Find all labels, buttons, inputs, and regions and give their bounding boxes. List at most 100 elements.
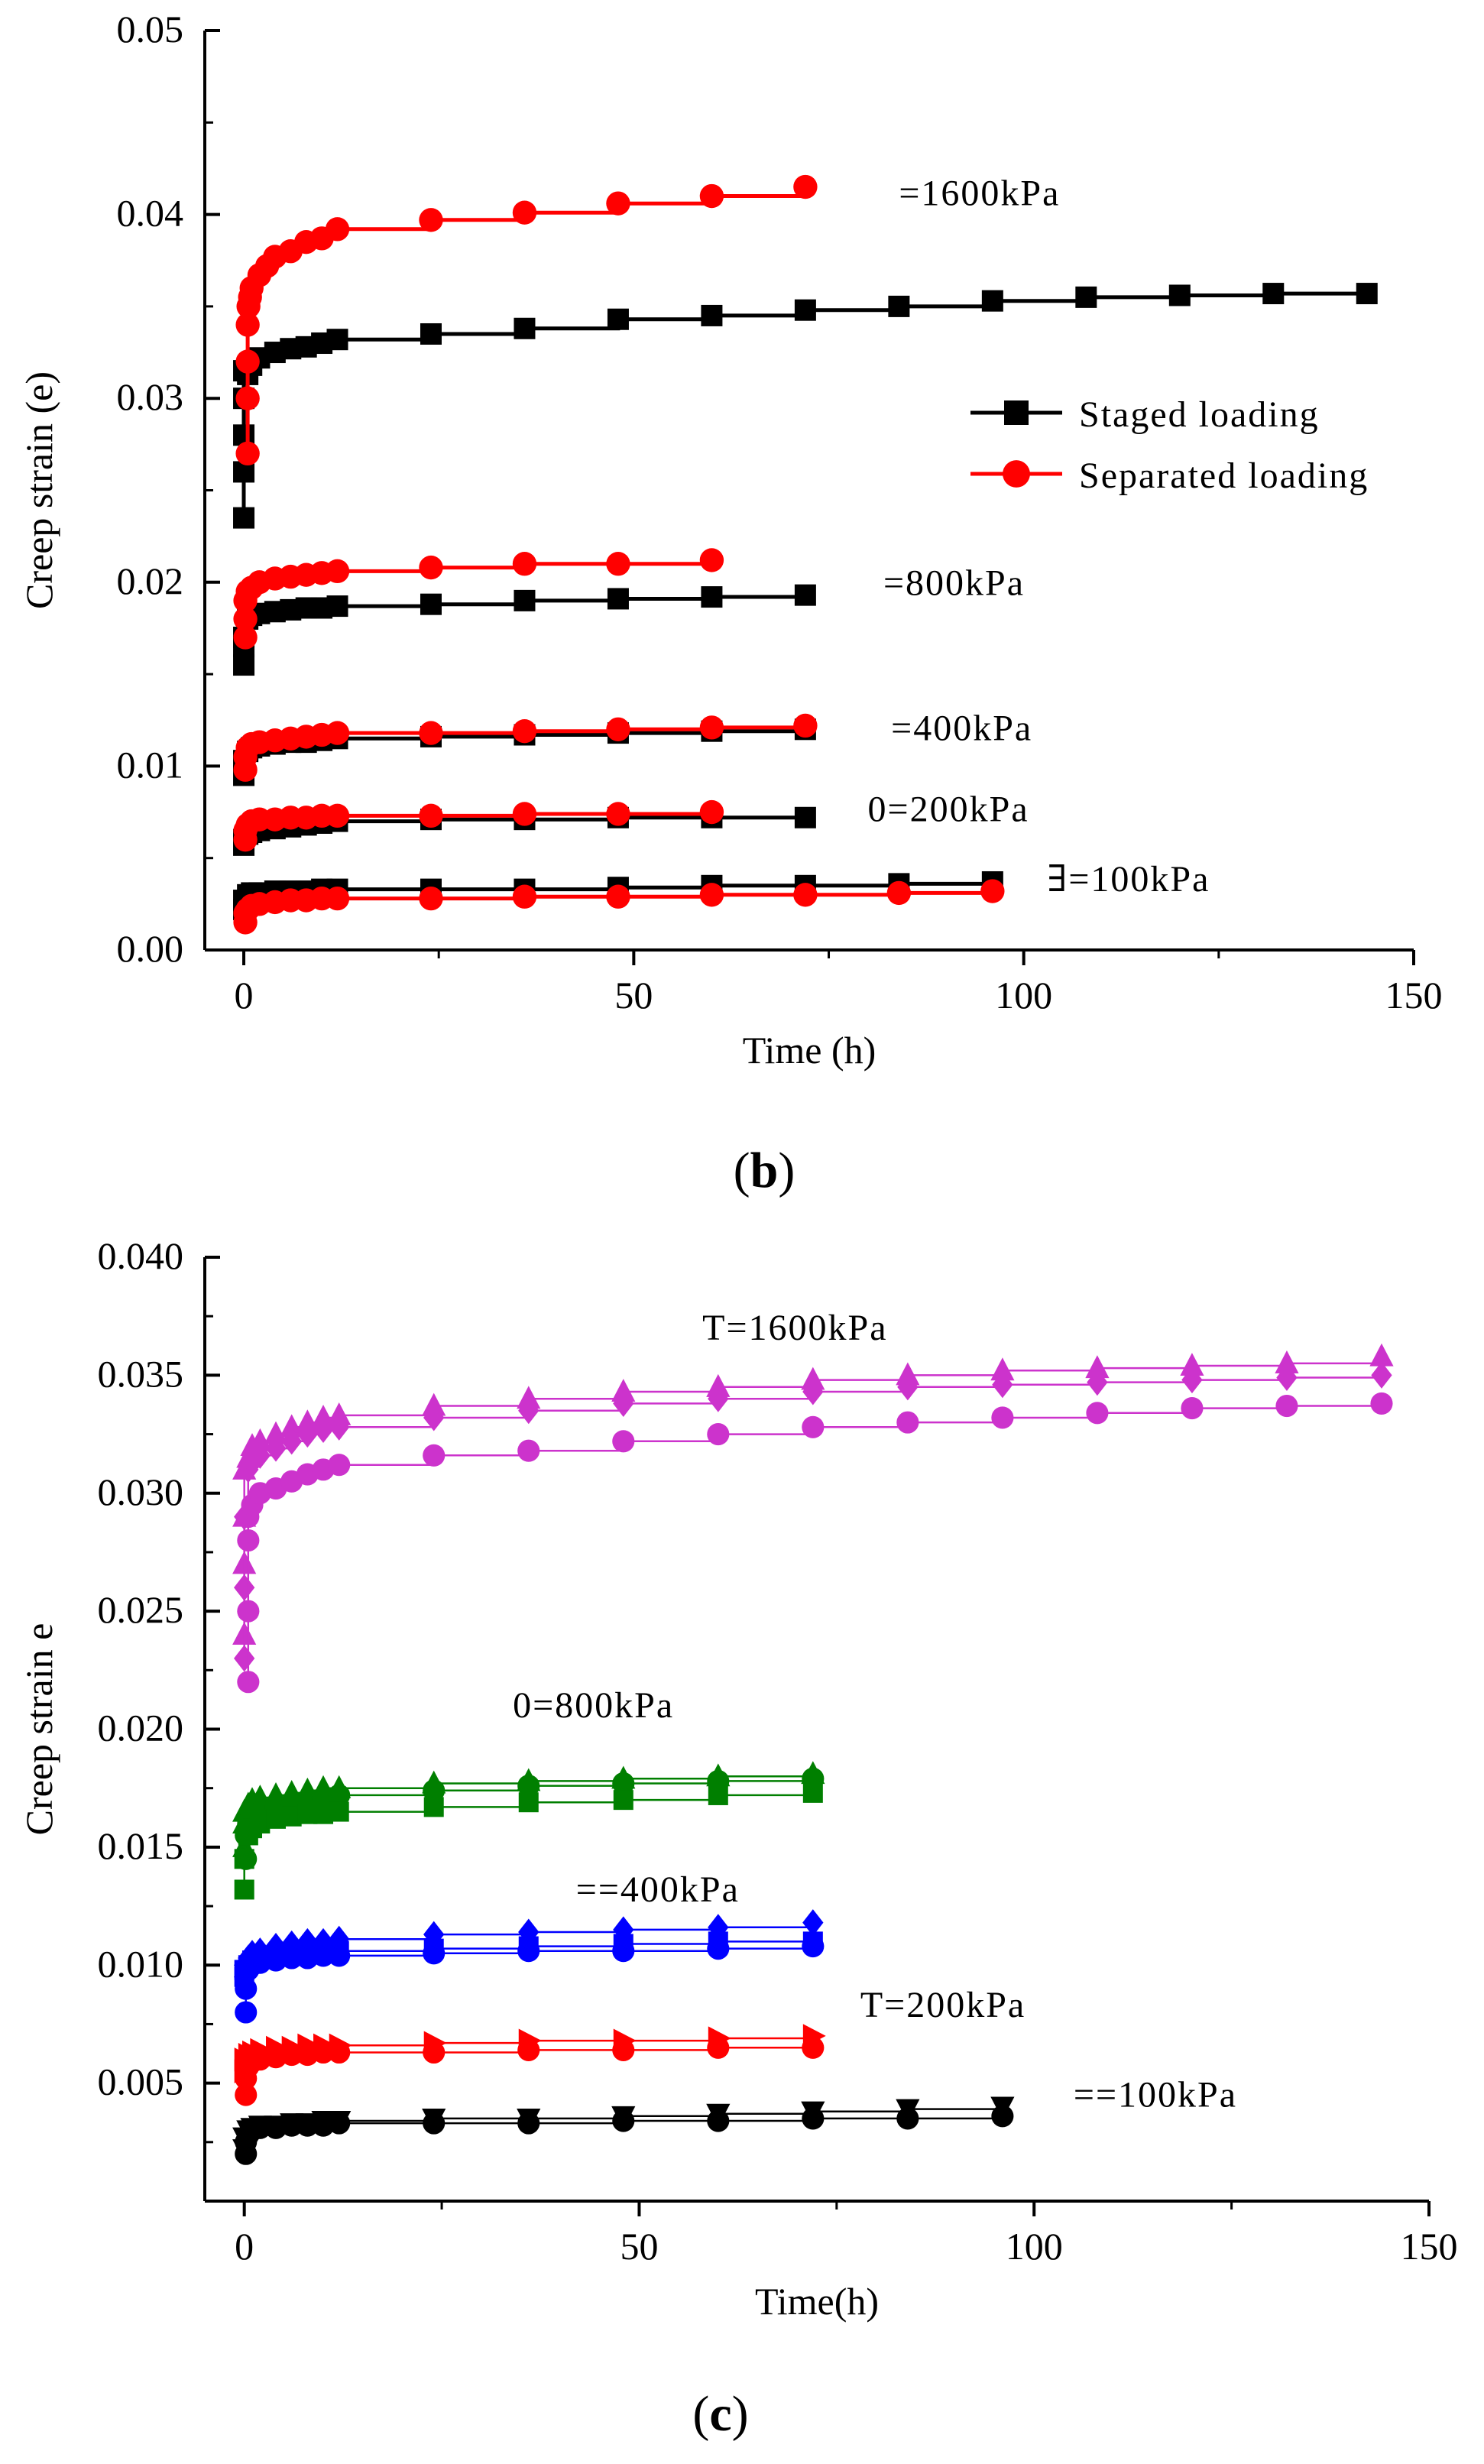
data-point-b-0 [233,507,255,529]
data-point-c-8 [518,1936,539,1957]
data-point-c-2 [1181,1397,1204,1420]
series-c-1 [234,1361,1392,1672]
y-tick-label-b: 0.04 [117,192,184,235]
curve-annotation-c: ==100kPa [1074,2075,1237,2115]
curve-annotation-c: T=1600kPa [702,1308,887,1348]
data-point-c-12 [248,2116,271,2139]
curve-annotation-b: ∃=100kPa [1047,859,1210,900]
panel-label-c-letter: c [709,2386,731,2442]
legend-label-b: Staged loading [1079,394,1320,435]
data-point-c-8 [423,1938,444,1959]
y-tick-label-b: 0.03 [117,375,184,418]
data-point-b-9 [606,884,630,909]
data-point-c-2 [612,1430,635,1453]
data-point-b-2 [233,654,255,676]
data-point-b-0 [701,304,723,326]
data-point-c-5 [802,1782,823,1803]
y-tick-label-c: 0.035 [98,1352,184,1395]
data-point-c-10 [612,2038,635,2061]
data-point-c-12 [707,2109,730,2132]
data-point-c-1 [281,1428,303,1455]
data-point-b-2 [420,593,442,615]
y-tick-label-c: 0.040 [98,1234,184,1277]
data-point-b-1 [793,174,818,199]
chart-panel-c: 0.005 0.010 0.015 0.020 0.025 0.030 0.035 0.040… [18,1234,1458,2323]
series-c-5 [234,1782,823,1900]
legend-b: Staged loading Separated loading [970,394,1367,496]
data-point-c-1 [265,1435,287,1462]
data-point-c-2 [802,1415,825,1438]
x-tick-label-b: 150 [1385,974,1443,1016]
data-point-b-0 [420,323,442,345]
data-point-b-7 [325,803,350,828]
data-point-b-1 [606,191,630,216]
data-point-c-2 [517,1439,540,1462]
data-point-b-5 [419,721,443,745]
data-point-c-8 [802,1931,823,1952]
y-tick-label-b: 0.02 [117,559,184,602]
data-point-b-2 [326,595,348,618]
data-point-b-5 [512,719,537,744]
data-point-c-1 [992,1371,1013,1399]
data-point-c-6 [423,1921,445,1948]
data-point-c-1 [249,1441,271,1469]
data-point-c-1 [708,1385,729,1412]
data-point-b-9 [980,879,1005,903]
data-point-c-2 [237,1529,260,1552]
data-point-b-9 [886,880,912,906]
data-point-c-8 [329,1940,349,1961]
data-point-c-12 [896,2107,919,2130]
data-point-c-0 [1275,1350,1299,1373]
x-tick-label-b: 100 [995,974,1052,1016]
data-point-c-12 [612,2109,635,2132]
curve-annotation-b: =400kPa [891,708,1032,749]
data-point-b-6 [794,806,816,828]
data-point-b-2 [701,586,723,608]
data-point-b-2 [514,589,536,611]
data-point-b-5 [793,713,818,738]
data-point-c-2 [237,1671,260,1694]
data-point-c-1 [1087,1369,1108,1396]
data-point-b-9 [419,886,443,911]
data-point-b-1 [235,441,260,466]
data-point-b-2 [607,588,629,610]
data-point-c-12 [296,2114,319,2137]
data-point-c-2 [328,1454,351,1477]
curve-annotation-b: 0=200kPa [868,789,1029,830]
data-point-c-4 [517,1775,540,1798]
data-point-c-5 [234,1849,254,1869]
data-point-c-4 [423,1779,446,1802]
curve-annotation-c: T=200kPa [860,1985,1026,2025]
data-point-c-12 [517,2112,540,2135]
data-point-c-0 [264,1421,288,1444]
data-point-b-0 [888,295,910,317]
data-point-c-2 [896,1411,919,1434]
data-point-b-3 [699,548,724,572]
legend-marker-b [1003,460,1030,488]
data-point-c-7 [235,2001,258,2024]
data-point-b-3 [233,607,258,631]
data-point-c-1 [613,1389,634,1417]
data-point-b-5 [606,717,630,741]
data-point-c-1 [1371,1361,1392,1389]
series-c-8 [234,1931,823,1987]
data-point-b-5 [699,715,724,740]
data-point-c-1 [1181,1367,1203,1394]
y-tick-label-b: 0.00 [117,927,184,970]
series-c-12 [235,2105,1014,2165]
data-point-c-2 [1086,1402,1109,1425]
series-b-1 [235,174,818,466]
data-point-c-2 [423,1444,446,1467]
data-point-b-1 [235,386,260,410]
data-point-b-0 [514,317,536,339]
y-tick-label-c: 0.010 [98,1942,184,1985]
data-point-b-0 [1356,283,1378,305]
data-point-b-1 [235,349,260,374]
data-point-c-8 [708,1931,728,1952]
data-point-c-0 [1369,1343,1394,1367]
y-tick-label-c: 0.025 [98,1588,184,1631]
panel-label-b-letter: b [750,1143,779,1198]
data-point-c-2 [1370,1392,1393,1415]
y-axis-label-b: Creep strain (e) [18,371,60,609]
